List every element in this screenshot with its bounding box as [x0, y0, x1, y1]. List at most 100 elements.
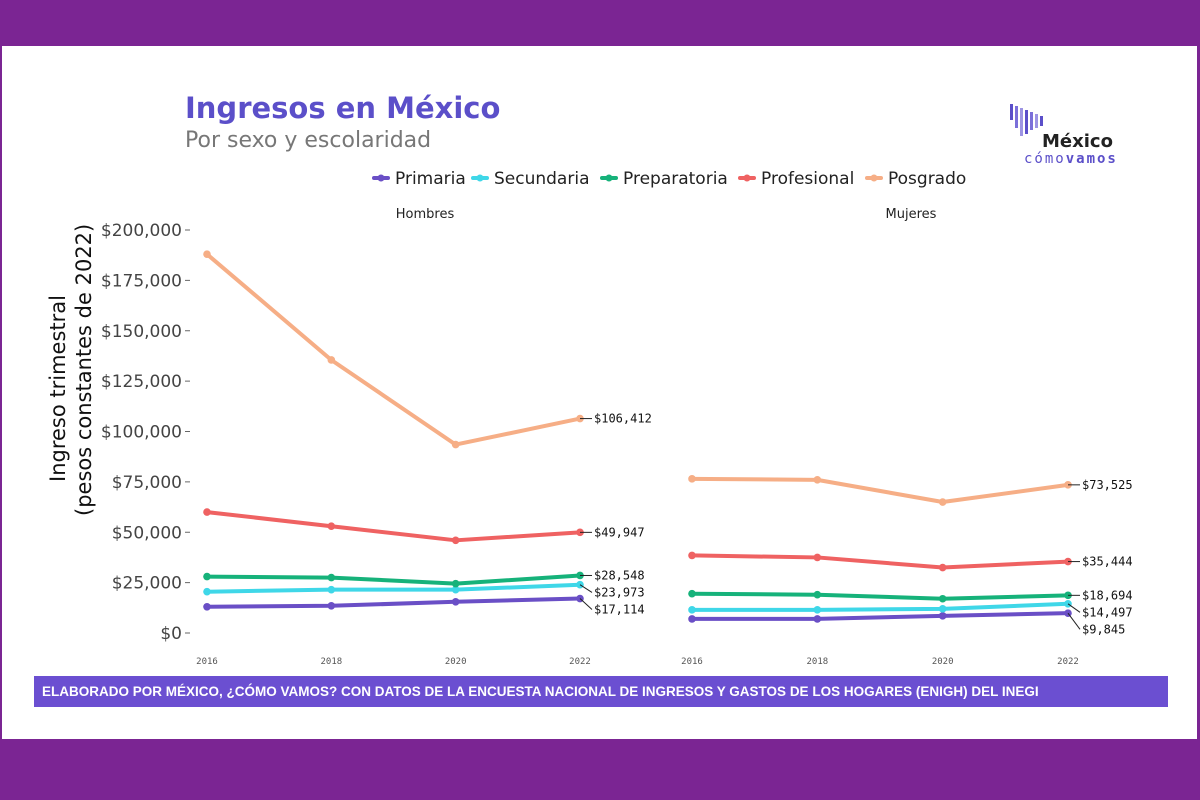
y-tick-label: $125,000	[101, 372, 182, 392]
end-value-label: $14,497	[1082, 605, 1133, 619]
logo-tagline: cómovamos	[1024, 151, 1118, 167]
data-point	[451, 585, 460, 594]
x-tick-label: 2016	[681, 657, 703, 667]
data-point	[327, 601, 336, 610]
series-line-preparatoria	[205, 573, 582, 586]
data-point	[688, 606, 696, 614]
end-value-label: $49,947	[594, 525, 645, 539]
data-point	[203, 508, 211, 516]
end-value-label: $23,973	[594, 585, 645, 599]
mexico-como-vamos-logo: México cómovamos	[1010, 104, 1118, 167]
end-label-leader	[579, 598, 593, 610]
legend-label: Preparatoria	[623, 169, 728, 189]
chart-card: Ingresos en México Por sexo y escolarida…	[2, 46, 1197, 739]
panel-hombres: Hombres 2016 2018 2020 2022 $106,412 $49,947 $2…	[196, 207, 652, 667]
logo-bar	[1025, 110, 1028, 134]
series-line-profesional	[205, 510, 582, 543]
logo-bar	[1010, 104, 1013, 120]
logo-bar	[1015, 106, 1018, 128]
end-value-label: $73,525	[1082, 478, 1133, 492]
end-label-leader	[579, 584, 593, 593]
y-tick-label: $200,000	[101, 221, 182, 241]
data-point	[688, 615, 696, 623]
end-label-leader	[1067, 612, 1081, 630]
legend-label: Posgrado	[888, 169, 966, 189]
legend-marker	[476, 174, 484, 182]
y-tick-label: $50,000	[112, 523, 182, 543]
data-point	[327, 356, 336, 364]
data-point	[451, 440, 460, 449]
series-line-posgrado	[690, 476, 1070, 505]
logo-bar	[1040, 116, 1043, 126]
series-line-secundaria	[205, 582, 582, 594]
end-value-label: $35,444	[1082, 555, 1133, 569]
x-tick-label: 2018	[320, 657, 342, 667]
panel-mujeres: Mujeres 2016 2018 2020 2022 $73,525 $35,444 $18…	[681, 207, 1132, 667]
legend-marker	[743, 174, 751, 182]
y-axis-label-line2: (pesos constantes de 2022)	[72, 224, 96, 516]
end-value-label: $17,114	[594, 602, 645, 616]
logo-bar	[1020, 108, 1023, 136]
data-point	[813, 553, 822, 562]
legend-marker	[377, 174, 385, 182]
data-point	[938, 594, 947, 603]
data-point	[451, 597, 460, 606]
chart-legend: Primaria Secundaria Preparatoria Profesiona…	[372, 169, 966, 189]
logo-bar	[1035, 114, 1038, 128]
chart-subtitle: Por sexo y escolaridad	[185, 128, 431, 153]
data-point	[203, 603, 211, 611]
logo-name: México	[1042, 131, 1113, 152]
y-tick-label: $100,000	[101, 423, 182, 443]
y-axis-ticks: $0 $25,000 $50,000 $75,000 $100,000 $125,000 $…	[101, 221, 190, 644]
panel-title: Hombres	[396, 207, 455, 222]
chart-title: Ingresos en México	[185, 91, 500, 125]
legend-label: Profesional	[761, 169, 854, 189]
x-tick-label: 2018	[806, 657, 828, 667]
data-point	[813, 590, 822, 599]
end-value-label: $106,412	[594, 412, 652, 426]
series-line-secundaria	[690, 601, 1070, 612]
data-point	[327, 585, 336, 594]
legend-label: Primaria	[395, 169, 466, 189]
data-point	[938, 563, 947, 572]
y-tick-label: $175,000	[101, 271, 182, 291]
data-point	[451, 579, 460, 588]
data-point	[327, 573, 336, 582]
data-point	[938, 612, 947, 620]
source-note: ELABORADO POR MÉXICO, ¿CÓMO VAMOS? CON D…	[34, 676, 1168, 707]
data-point	[938, 605, 947, 613]
end-label-leader	[1067, 603, 1081, 613]
series-line-primaria	[205, 596, 582, 609]
x-tick-label: 2020	[932, 657, 954, 667]
y-axis-label-line1: Ingreso trimestral	[46, 295, 70, 482]
legend-marker	[605, 174, 613, 182]
x-tick-label: 2020	[445, 657, 467, 667]
data-point	[688, 475, 696, 483]
series-line-profesional	[690, 553, 1070, 570]
end-value-label: $28,548	[594, 568, 645, 582]
series-line-posgrado	[205, 252, 582, 447]
y-axis-label: Ingreso trimestral (pesos constantes de …	[46, 224, 96, 516]
series-line-primaria	[690, 611, 1070, 621]
x-tick-label: 2022	[1057, 657, 1079, 667]
data-point	[203, 587, 211, 596]
y-tick-label: $150,000	[101, 322, 182, 342]
legend-marker	[870, 174, 878, 182]
x-tick-label: 2016	[196, 657, 218, 667]
data-point	[203, 572, 211, 581]
y-tick-label: $0	[160, 624, 182, 644]
end-value-label: $9,845	[1082, 622, 1125, 636]
series-line-preparatoria	[690, 591, 1070, 601]
chart-panels: Hombres 2016 2018 2020 2022 $106,412 $49,947 $2…	[196, 207, 1132, 667]
data-point	[813, 606, 822, 614]
data-point	[688, 589, 696, 598]
legend-label: Secundaria	[494, 169, 589, 189]
y-tick-label: $75,000	[112, 473, 182, 493]
end-value-label: $18,694	[1082, 588, 1133, 602]
y-tick-label: $25,000	[112, 574, 182, 594]
data-point	[813, 476, 822, 484]
logo-bar	[1030, 112, 1033, 130]
data-point	[327, 522, 336, 531]
panel-title: Mujeres	[886, 207, 937, 222]
x-tick-label: 2022	[569, 657, 591, 667]
